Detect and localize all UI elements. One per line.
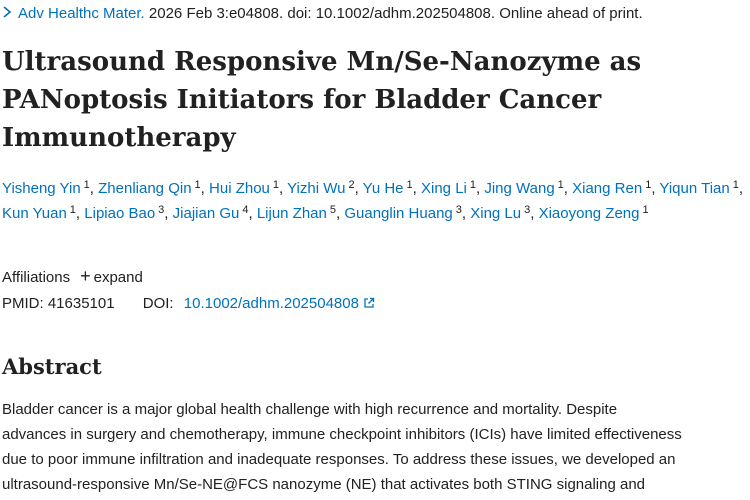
author-link[interactable]: Lipiao Bao [84, 205, 156, 222]
author-link[interactable]: Yisheng Yin [2, 180, 81, 197]
author-link[interactable]: Kun Yuan [2, 205, 67, 222]
author-link[interactable]: Hui Zhou [209, 180, 270, 197]
author-item: Hui Zhou 1, [209, 179, 288, 198]
pmid-value: 41635101 [47, 295, 115, 312]
author-link[interactable]: Lijun Zhan [256, 205, 327, 222]
author-link[interactable]: Yu He [362, 180, 404, 197]
author-item: Jing Wang 1, [484, 179, 573, 198]
identifiers-row: PMID: 41635101 DOI: 10.1002/adhm.2025048… [2, 294, 375, 314]
author-item: Guanglin Huang 3, [344, 204, 471, 223]
author-link[interactable]: Jing Wang [484, 180, 555, 197]
abstract-heading: Abstract [2, 354, 102, 379]
affiliation-number[interactable]: 5 [329, 204, 336, 216]
author-item: Zhenliang Qin 1, [98, 179, 210, 198]
citation-line: Adv Healthc Mater. 2026 Feb 3:e04808. do… [2, 4, 643, 24]
author-link[interactable]: Xiang Ren [572, 180, 643, 197]
affiliation-number[interactable]: 1 [642, 204, 649, 216]
citation-details: 2026 Feb 3:e04808. doi: 10.1002/adhm.202… [148, 5, 643, 22]
affiliation-number[interactable]: 3 [524, 204, 531, 216]
author-item: Jiajian Gu 4, [172, 204, 257, 223]
author-item: Yu He 1, [362, 179, 421, 198]
author-item: Kun Yuan 1, [2, 204, 85, 223]
author-link[interactable]: Yizhi Wu [287, 180, 346, 197]
affiliation-number[interactable]: 2 [348, 179, 355, 191]
article-title: Ultrasound Responsive Mn/Se-Nanozyme as … [2, 47, 642, 153]
affiliation-number[interactable]: 1 [83, 179, 90, 191]
affiliations-row: Affiliations + expand [2, 266, 143, 288]
author-item: Xing Li 1, [421, 179, 485, 198]
expand-affiliations-button[interactable]: expand [93, 269, 143, 286]
author-item: Xing Lu 3, [470, 204, 539, 223]
affiliation-number[interactable]: 3 [158, 204, 165, 216]
affiliation-number[interactable]: 1 [272, 179, 280, 191]
author-item: Lijun Zhan 5, [256, 204, 345, 223]
author-item: Lipiao Bao 3, [84, 204, 173, 223]
author-link[interactable]: Guanglin Huang [344, 205, 453, 222]
abstract-text: Bladder cancer is a major global health … [2, 401, 682, 493]
affiliation-number[interactable]: 1 [732, 179, 739, 191]
affiliation-number[interactable]: 1 [194, 179, 201, 191]
affiliation-number[interactable]: 1 [469, 179, 476, 191]
external-link-icon [363, 295, 375, 308]
author-link[interactable]: Jiajian Gu [172, 205, 240, 222]
affiliation-number[interactable]: 1 [557, 179, 564, 191]
pmid-label: PMID: [2, 295, 44, 312]
author-link[interactable]: Yiqun Tian [659, 180, 730, 197]
author-link[interactable]: Zhenliang Qin [98, 180, 192, 197]
author-item: Xiang Ren 1, [572, 179, 660, 198]
doi-label: DOI: [142, 295, 174, 312]
affiliations-label: Affiliations [2, 269, 71, 286]
author-item: Yisheng Yin 1, [2, 179, 99, 198]
affiliation-number[interactable]: 1 [645, 179, 652, 191]
chevron-right-icon[interactable] [2, 4, 14, 24]
doi-link[interactable]: 10.1002/adhm.202504808 [184, 295, 375, 312]
journal-link[interactable]: Adv Healthc Mater. [18, 5, 145, 22]
author-item: Yiqun Tian 1, [659, 179, 744, 198]
author-link[interactable]: Xing Lu [470, 205, 522, 222]
affiliation-number[interactable]: 4 [242, 204, 249, 216]
plus-icon[interactable]: + [80, 266, 91, 286]
author-link[interactable]: Xing Li [421, 180, 467, 197]
affiliation-number[interactable]: 1 [406, 179, 413, 191]
author-item: Xiaoyong Zeng 1 [538, 204, 649, 223]
affiliation-number[interactable]: 3 [455, 204, 462, 216]
author-item: Yizhi Wu 2, [287, 179, 363, 198]
author-link[interactable]: Xiaoyong Zeng [538, 205, 640, 222]
authors-list: Yisheng Yin 1, Zhenliang Qin 1, Hui Zhou 1,… [2, 176, 748, 226]
affiliation-number[interactable]: 1 [69, 204, 76, 216]
